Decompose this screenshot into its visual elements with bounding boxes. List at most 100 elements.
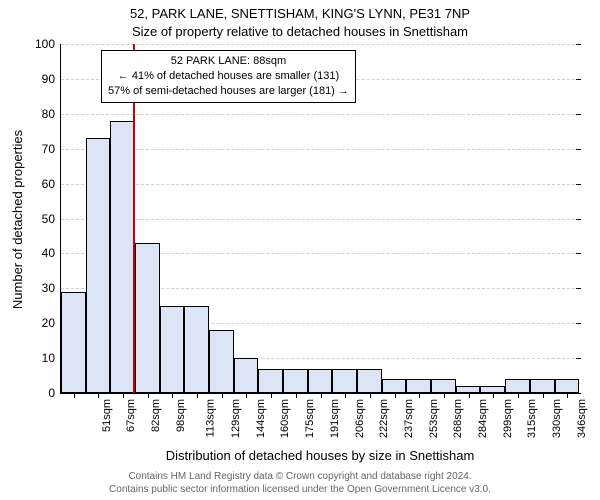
x-tick-mark [469, 393, 470, 398]
x-tick-mark [543, 393, 544, 398]
annotation-line-1: 52 PARK LANE: 88sqm [108, 54, 349, 69]
footer-line-1: Contains HM Land Registry data © Crown c… [0, 471, 600, 484]
x-tick-label: 51sqm [101, 399, 113, 432]
histogram-bar [308, 369, 333, 393]
gridline [61, 114, 580, 115]
x-tick-mark [567, 393, 568, 398]
y-tick-mark [576, 114, 581, 115]
histogram-bar [406, 379, 431, 393]
x-tick-mark [419, 393, 420, 398]
y-tick-label: 40 [42, 246, 61, 260]
annotation-line-3: 57% of semi-detached houses are larger (… [108, 84, 349, 99]
x-tick-mark [98, 393, 99, 398]
x-tick-mark [444, 393, 445, 398]
x-tick-label: 299sqm [502, 399, 514, 438]
histogram-bar [431, 379, 456, 393]
x-tick-mark [271, 393, 272, 398]
y-tick-label: 70 [42, 142, 61, 156]
y-tick-label: 30 [42, 281, 61, 295]
x-tick-mark [493, 393, 494, 398]
x-tick-label: 144sqm [255, 399, 267, 438]
y-tick-mark [576, 219, 581, 220]
histogram-bar [258, 369, 283, 393]
x-tick-mark [296, 393, 297, 398]
y-tick-label: 50 [42, 212, 61, 226]
y-tick-label: 90 [42, 72, 61, 86]
y-tick-mark [576, 323, 581, 324]
histogram-bar [480, 386, 505, 393]
x-tick-mark [172, 393, 173, 398]
y-tick-mark [576, 79, 581, 80]
histogram-bar [283, 369, 308, 393]
x-tick-label: 346sqm [576, 399, 588, 438]
histogram-bar [357, 369, 382, 393]
y-tick-mark [576, 358, 581, 359]
x-tick-mark [222, 393, 223, 398]
x-tick-mark [370, 393, 371, 398]
x-tick-mark [74, 393, 75, 398]
gridline [61, 184, 580, 185]
x-tick-label: 129sqm [230, 399, 242, 438]
histogram-bar [555, 379, 580, 393]
x-tick-label: 175sqm [304, 399, 316, 438]
y-tick-label: 60 [42, 177, 61, 191]
y-tick-label: 0 [48, 386, 61, 400]
chart-title-address: 52, PARK LANE, SNETTISHAM, KING'S LYNN, … [0, 6, 600, 21]
histogram-bar [530, 379, 555, 393]
x-tick-mark [321, 393, 322, 398]
x-tick-label: 82sqm [150, 399, 162, 432]
y-tick-mark [576, 288, 581, 289]
histogram-bar [61, 292, 86, 393]
histogram-bar [209, 330, 234, 393]
x-axis-label: Distribution of detached houses by size … [60, 448, 580, 463]
x-tick-label: 315sqm [526, 399, 538, 438]
x-tick-label: 191sqm [329, 399, 341, 438]
x-tick-label: 67sqm [125, 399, 137, 432]
x-tick-label: 206sqm [354, 399, 366, 438]
histogram-bar [332, 369, 357, 393]
y-tick-label: 20 [42, 316, 61, 330]
y-axis-label-wrap: Number of detached properties [10, 44, 26, 394]
x-tick-label: 98sqm [175, 399, 187, 432]
x-tick-label: 160sqm [280, 399, 292, 438]
y-tick-mark [576, 44, 581, 45]
histogram-bar [86, 138, 111, 393]
gridline [61, 149, 580, 150]
marker-annotation: 52 PARK LANE: 88sqm ← 41% of detached ho… [101, 50, 356, 103]
histogram-bar [160, 306, 185, 393]
footer-attribution: Contains HM Land Registry data © Crown c… [0, 471, 600, 496]
chart-container: 52, PARK LANE, SNETTISHAM, KING'S LYNN, … [0, 0, 600, 500]
histogram-bar [505, 379, 530, 393]
y-axis-label: Number of detached properties [11, 129, 26, 308]
chart-title-sub: Size of property relative to detached ho… [0, 24, 600, 39]
histogram-bar [456, 386, 481, 393]
y-tick-label: 80 [42, 107, 61, 121]
gridline [61, 219, 580, 220]
x-tick-label: 330sqm [551, 399, 563, 438]
x-tick-label: 222sqm [378, 399, 390, 438]
x-tick-mark [518, 393, 519, 398]
x-tick-label: 237sqm [403, 399, 415, 438]
x-tick-label: 268sqm [452, 399, 464, 438]
x-tick-mark [246, 393, 247, 398]
x-tick-label: 253sqm [428, 399, 440, 438]
x-tick-mark [148, 393, 149, 398]
x-tick-label: 284sqm [477, 399, 489, 438]
histogram-bar [135, 243, 160, 393]
y-tick-mark [576, 184, 581, 185]
y-tick-mark [576, 253, 581, 254]
histogram-bar [184, 306, 209, 393]
histogram-bar [234, 358, 259, 393]
x-tick-mark [395, 393, 396, 398]
x-tick-mark [123, 393, 124, 398]
histogram-bar [382, 379, 407, 393]
x-tick-label: 113sqm [205, 399, 217, 437]
plot-area: 010203040506070809010051sqm67sqm82sqm98s… [60, 44, 580, 394]
x-tick-mark [345, 393, 346, 398]
gridline [61, 44, 580, 45]
y-tick-mark [576, 393, 581, 394]
y-tick-label: 10 [42, 351, 61, 365]
x-tick-mark [197, 393, 198, 398]
annotation-line-2: ← 41% of detached houses are smaller (13… [108, 69, 349, 84]
histogram-bar [110, 121, 135, 393]
